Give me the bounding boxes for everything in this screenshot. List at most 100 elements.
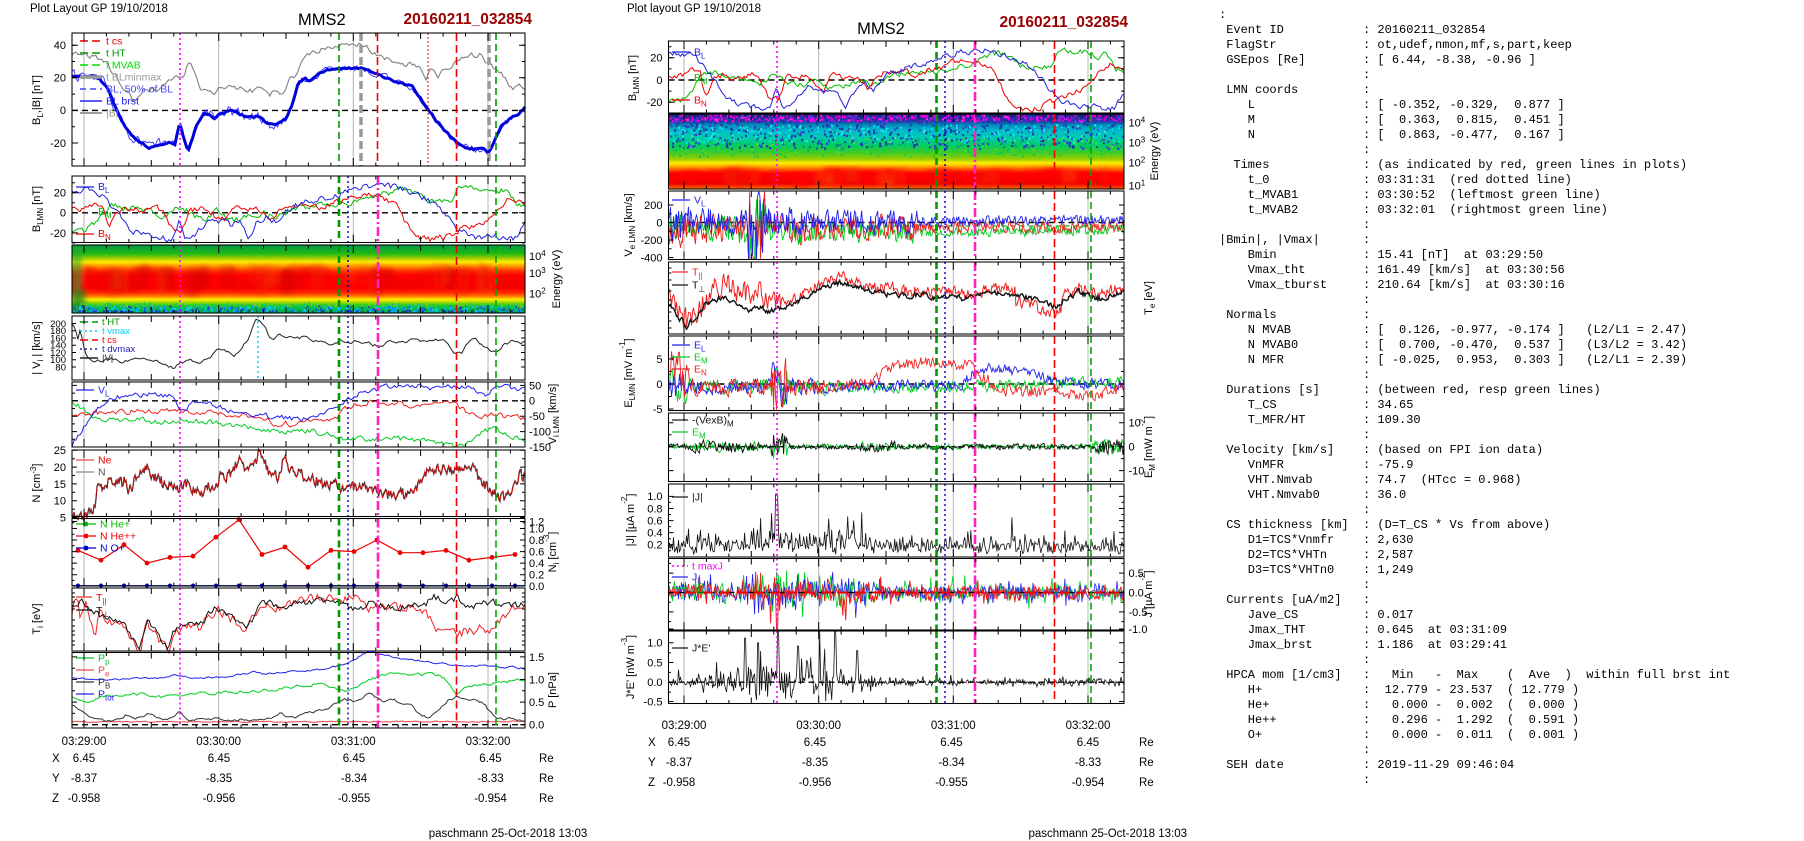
svg-text:Plot Layout GP 19/10/2018: Plot Layout GP 19/10/2018 xyxy=(30,3,168,15)
svg-text:Ve LMN [km/s]: Ve LMN [km/s] xyxy=(623,193,637,256)
svg-text:Re: Re xyxy=(1139,757,1154,769)
svg-text:BL, 50% of BL: BL, 50% of BL xyxy=(106,84,173,96)
svg-text:0.4: 0.4 xyxy=(529,558,544,570)
svg-text:140: 140 xyxy=(50,341,66,352)
svg-text:200: 200 xyxy=(644,200,662,212)
svg-text:03:32:00: 03:32:00 xyxy=(466,736,511,748)
svg-text:6.45: 6.45 xyxy=(804,737,826,749)
svg-text:200: 200 xyxy=(50,319,66,330)
svg-text:03:30:00: 03:30:00 xyxy=(796,720,841,732)
svg-text:BL brst: BL brst xyxy=(106,96,139,108)
svg-text:BM: BM xyxy=(98,206,112,220)
svg-text:20: 20 xyxy=(650,53,662,65)
svg-text:BN: BN xyxy=(694,95,707,109)
svg-text:t HT: t HT xyxy=(106,48,126,60)
svg-text:BL: BL xyxy=(694,47,706,61)
svg-text:40: 40 xyxy=(54,40,66,52)
svg-text:10: 10 xyxy=(54,496,66,508)
svg-text:-0.954: -0.954 xyxy=(1072,777,1105,789)
svg-text:0.4: 0.4 xyxy=(647,528,662,540)
svg-text:100: 100 xyxy=(50,355,66,366)
svg-text:1.0: 1.0 xyxy=(529,674,544,686)
svg-text:-100: -100 xyxy=(529,427,551,439)
svg-text:-0.955: -0.955 xyxy=(935,777,968,789)
svg-text:104: 104 xyxy=(529,249,546,263)
svg-text:BN: BN xyxy=(98,228,111,242)
svg-text:Plot layout GP 19/10/2018: Plot layout GP 19/10/2018 xyxy=(627,3,761,15)
svg-text:-8.33: -8.33 xyxy=(477,773,503,785)
svg-text:0: 0 xyxy=(656,379,662,391)
svg-text:t HT: t HT xyxy=(102,317,120,328)
svg-text:|B|: |B| xyxy=(106,108,118,120)
svg-text:103: 103 xyxy=(529,266,546,280)
svg-text:Energy (eV): Energy (eV) xyxy=(551,250,563,309)
svg-text:paschmann 25-Oct-2018 13:03: paschmann 25-Oct-2018 13:03 xyxy=(429,828,588,840)
svg-text:BLMN [nT]: BLMN [nT] xyxy=(627,55,641,101)
svg-text:t maxJ: t maxJ xyxy=(692,561,723,573)
svg-text:0.6: 0.6 xyxy=(647,515,662,527)
svg-text:J*E' [nW m-3]: J*E' [nW m-3] xyxy=(620,635,637,699)
svg-text:Ti [eV]: Ti [eV] xyxy=(31,603,45,634)
svg-text:20: 20 xyxy=(54,188,66,200)
svg-text:EN: EN xyxy=(694,364,707,378)
svg-text:BL: BL xyxy=(98,181,110,195)
svg-text:-5: -5 xyxy=(653,404,663,416)
svg-text:T||: T|| xyxy=(692,267,703,281)
svg-text:P [nPa]: P [nPa] xyxy=(547,672,559,708)
svg-text:0: 0 xyxy=(60,208,66,220)
svg-text:Y: Y xyxy=(52,773,60,785)
svg-text:102: 102 xyxy=(529,287,546,301)
svg-text:104: 104 xyxy=(1129,115,1146,129)
svg-text:0.5: 0.5 xyxy=(1129,568,1144,580)
svg-text:80: 80 xyxy=(55,362,66,373)
svg-text:0.5: 0.5 xyxy=(647,657,662,669)
svg-text:BLMN [nT]: BLMN [nT] xyxy=(31,186,45,232)
svg-text:N O+: N O+ xyxy=(100,543,125,555)
svg-text:5: 5 xyxy=(656,354,662,366)
svg-text:10: 10 xyxy=(1129,418,1141,430)
svg-text:-0.956: -0.956 xyxy=(799,777,832,789)
svg-text:-0.958: -0.958 xyxy=(68,793,101,805)
svg-text:03:31:00: 03:31:00 xyxy=(931,720,976,732)
svg-text:EM: EM xyxy=(692,427,706,441)
svg-text:0.6: 0.6 xyxy=(529,546,544,558)
svg-text:20: 20 xyxy=(54,462,66,474)
svg-text:-8.37: -8.37 xyxy=(71,773,97,785)
svg-text:Ptot: Ptot xyxy=(98,689,115,703)
svg-text:1.2: 1.2 xyxy=(529,516,544,528)
svg-text:|J| [µA m-2]: |J| [µA m-2] xyxy=(620,494,637,547)
svg-text:Re: Re xyxy=(539,793,554,805)
svg-text:Re: Re xyxy=(539,753,554,765)
svg-text:1.0: 1.0 xyxy=(647,638,662,650)
svg-text:0.0: 0.0 xyxy=(1129,587,1144,599)
svg-text:-0.954: -0.954 xyxy=(474,793,507,805)
svg-text:Energy (eV): Energy (eV) xyxy=(1149,122,1161,181)
svg-text:Re: Re xyxy=(1139,777,1154,789)
svg-text:-0.955: -0.955 xyxy=(338,793,371,805)
svg-text:t cs: t cs xyxy=(106,36,122,48)
svg-text:Ne: Ne xyxy=(98,455,112,467)
svg-text:-20: -20 xyxy=(647,97,663,109)
svg-text:J [µA m-2]: J [µA m-2] xyxy=(1138,570,1155,617)
svg-text:-0.5: -0.5 xyxy=(644,696,663,708)
svg-text:-20: -20 xyxy=(50,138,66,150)
svg-text:Re: Re xyxy=(539,773,554,785)
svg-text:101: 101 xyxy=(1129,178,1146,192)
svg-text:0: 0 xyxy=(656,75,662,87)
svg-text:0.0: 0.0 xyxy=(529,581,544,593)
svg-text:X: X xyxy=(648,737,656,749)
svg-text:MMS2: MMS2 xyxy=(857,20,905,38)
svg-text:6.45: 6.45 xyxy=(479,753,501,765)
svg-text:VL: VL xyxy=(694,195,706,209)
svg-text:-0.956: -0.956 xyxy=(203,793,236,805)
svg-text:N He++: N He++ xyxy=(100,531,136,543)
svg-text:Te [eV]: Te [eV] xyxy=(1143,281,1157,315)
svg-text:03:29:00: 03:29:00 xyxy=(62,736,107,748)
svg-text:-1.0: -1.0 xyxy=(1129,624,1148,636)
svg-text:20: 20 xyxy=(54,73,66,85)
svg-text:6.45: 6.45 xyxy=(940,737,962,749)
svg-text:-8.33: -8.33 xyxy=(1075,757,1101,769)
svg-text:160: 160 xyxy=(50,333,66,344)
svg-text:-8.37: -8.37 xyxy=(666,757,692,769)
svg-text:5: 5 xyxy=(60,512,66,524)
